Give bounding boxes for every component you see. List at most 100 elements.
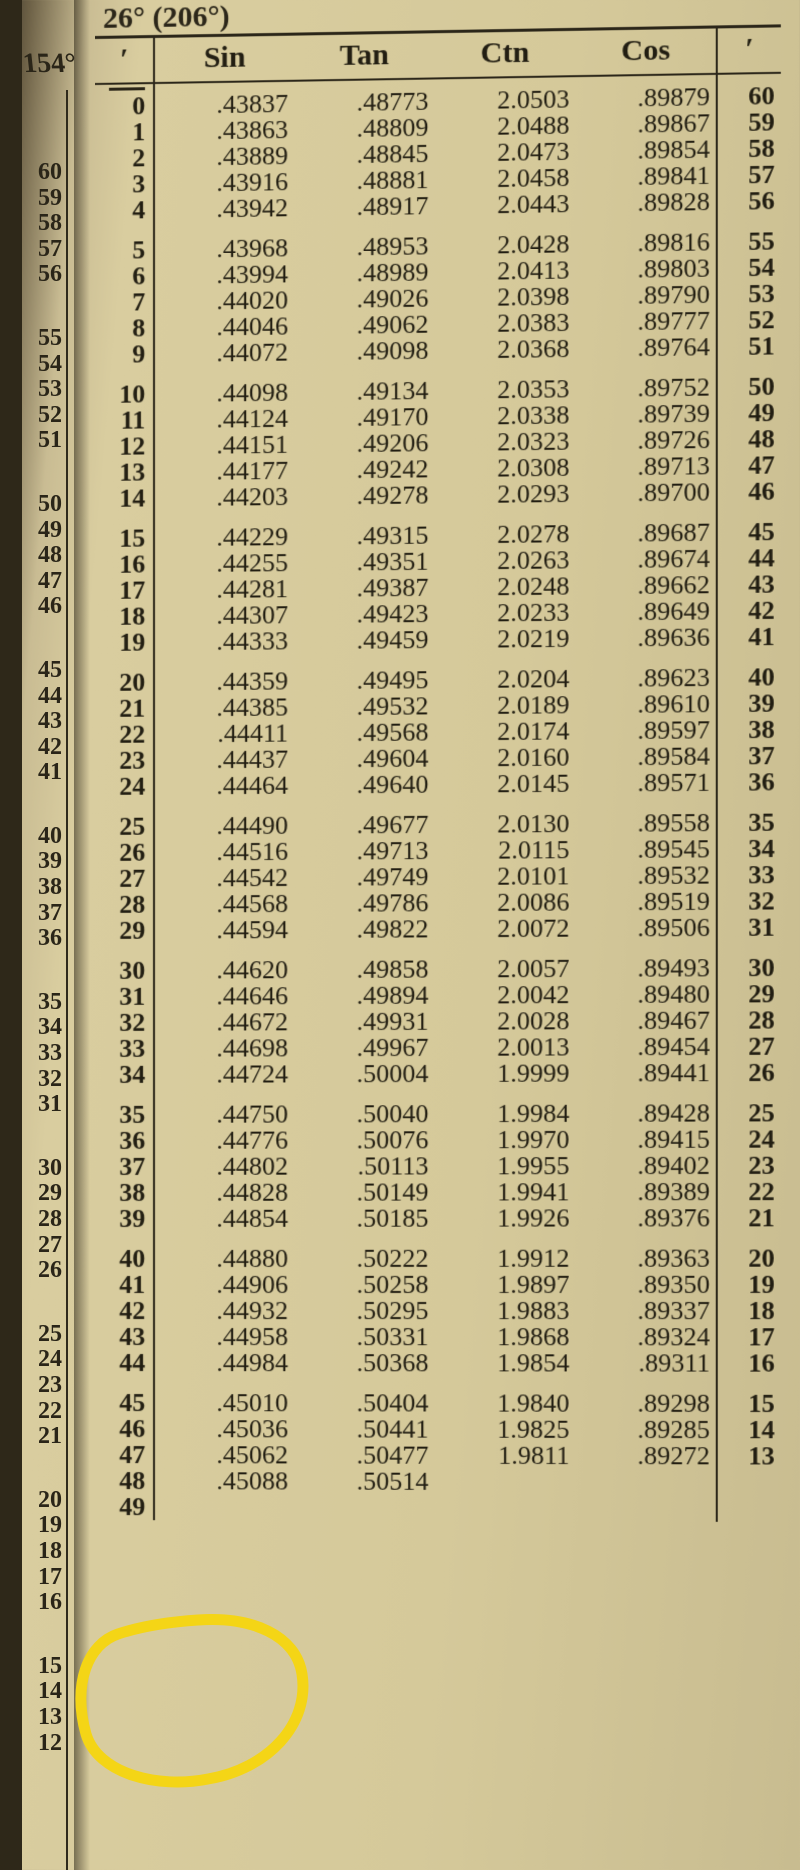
cell-ctn: 2.0086 bbox=[435, 889, 576, 916]
table-row: 42.44932.502951.9883.8933718 bbox=[95, 1298, 781, 1324]
cell-sin: .44672 bbox=[154, 1009, 294, 1036]
cell-sin: .44932 bbox=[154, 1298, 294, 1324]
cell-sin: .44724 bbox=[154, 1061, 294, 1087]
cell-sin: .44516 bbox=[154, 839, 294, 866]
prev-page-minute: 31 bbox=[26, 1092, 62, 1118]
cell-cos: .89764 bbox=[576, 334, 717, 362]
cell-sin: .44620 bbox=[154, 957, 294, 984]
cell-sin: .44854 bbox=[154, 1206, 294, 1232]
cell-tan: .49713 bbox=[294, 838, 434, 865]
prev-page-minute: 58 bbox=[26, 211, 62, 237]
cell-tan: .49423 bbox=[294, 601, 434, 628]
prev-page-minute: 52 bbox=[26, 403, 62, 429]
cell-cos: .89337 bbox=[576, 1298, 717, 1324]
cell-sin: .44359 bbox=[154, 668, 294, 695]
cell-minute-left: 23 bbox=[95, 748, 154, 774]
cell-sin: .44072 bbox=[154, 339, 294, 367]
cell-sin: .44698 bbox=[154, 1035, 294, 1062]
cell-tan: .49894 bbox=[294, 983, 434, 1010]
prev-page-minute: 53 bbox=[26, 377, 62, 403]
cell-cos: .89636 bbox=[576, 624, 717, 651]
cell-cos: .89376 bbox=[576, 1205, 717, 1231]
cell-minute-right: 17 bbox=[717, 1324, 781, 1350]
cell-cos: .89584 bbox=[576, 743, 717, 770]
cell-cos: .89506 bbox=[576, 915, 717, 942]
cell-minute-left: 33 bbox=[95, 1036, 154, 1062]
cell-minute-right: 23 bbox=[717, 1153, 781, 1179]
table-row: 24.44464.496402.0145.8957136 bbox=[95, 769, 781, 800]
cell-minute-right: 25 bbox=[717, 1100, 781, 1126]
cell-minute-right: 31 bbox=[717, 914, 781, 941]
cell-minute-right: 26 bbox=[717, 1060, 781, 1086]
cell-sin: .44385 bbox=[154, 694, 294, 721]
trig-table: ′ Sin Tan Ctn Cos ′ 0.43837.487732.0503.… bbox=[95, 24, 781, 1522]
cell-sin: .44542 bbox=[154, 865, 294, 892]
prev-page-minute bbox=[26, 288, 62, 326]
cell-minute-left: 47 bbox=[95, 1442, 154, 1468]
cell-ctn: 2.0160 bbox=[435, 744, 576, 771]
prev-page-minute: 57 bbox=[26, 237, 62, 263]
cell-minute-left: 29 bbox=[95, 918, 154, 944]
cell-tan bbox=[294, 1495, 434, 1521]
table-row: 39.44854.501851.9926.8937621 bbox=[95, 1205, 781, 1232]
table-row: 37.44802.501131.9955.8940223 bbox=[95, 1153, 781, 1180]
cell-minute-right: 13 bbox=[717, 1443, 781, 1469]
cell-tan: .50441 bbox=[294, 1416, 434, 1442]
cell-minute-right: 28 bbox=[717, 1007, 781, 1033]
prev-page-minute: 20 bbox=[26, 1488, 62, 1514]
cell-minute-right: 52 bbox=[717, 307, 781, 334]
cell-minute-left: 11 bbox=[95, 407, 154, 434]
cell-minute-left: 43 bbox=[95, 1324, 154, 1350]
cell-minute-right: 32 bbox=[717, 888, 781, 915]
page: 154° 60595857565554535251504948474645444… bbox=[0, 0, 800, 1870]
cell-ctn: 2.0145 bbox=[435, 771, 576, 798]
table-row: 49 bbox=[95, 1494, 781, 1522]
cell-minute-left: 42 bbox=[95, 1298, 154, 1324]
cell-sin: .44411 bbox=[154, 720, 294, 747]
cell-cos: .89272 bbox=[576, 1443, 717, 1469]
cell-minute-left: 5 bbox=[95, 237, 154, 264]
cell-minute-right: 39 bbox=[717, 690, 781, 717]
cell-minute-left: 13 bbox=[95, 459, 154, 486]
prev-page-minute: 27 bbox=[26, 1233, 62, 1259]
cell-minute-left: 26 bbox=[95, 840, 154, 866]
prev-page-minute: 28 bbox=[26, 1207, 62, 1233]
cell-minute-left: 6 bbox=[95, 263, 154, 290]
cell-minute-right: 50 bbox=[717, 374, 781, 401]
table-row: 45.45010.504041.9840.8929815 bbox=[95, 1390, 781, 1417]
cell-sin: .44437 bbox=[154, 747, 294, 774]
cell-tan: .49858 bbox=[294, 956, 434, 983]
cell-sin: .44490 bbox=[154, 813, 294, 840]
prev-page-minute bbox=[26, 620, 62, 658]
cell-sin bbox=[154, 1494, 294, 1520]
cell-ctn: 1.9825 bbox=[435, 1417, 576, 1443]
degree-value: 26° bbox=[103, 1, 145, 35]
cell-ctn: 1.9840 bbox=[435, 1390, 576, 1416]
cell-minute-right: 49 bbox=[717, 400, 781, 427]
prev-page-minute: 45 bbox=[26, 658, 62, 684]
yellow-circle-annotation bbox=[78, 1614, 318, 1790]
cell-minute-right: 30 bbox=[717, 955, 781, 982]
cell-cos: .89350 bbox=[576, 1272, 717, 1298]
cell-ctn: 2.0115 bbox=[435, 837, 576, 864]
cell-tan: .48917 bbox=[294, 193, 434, 221]
cell-minute-right: 44 bbox=[717, 545, 781, 572]
cell-minute-left: 20 bbox=[95, 669, 154, 696]
cell-tan: .50368 bbox=[294, 1350, 434, 1376]
cell-cos: .89324 bbox=[576, 1324, 717, 1350]
cell-ctn: 2.0204 bbox=[435, 666, 576, 693]
cell-cos: .89415 bbox=[576, 1127, 717, 1153]
cell-minute-right: 42 bbox=[717, 598, 781, 625]
prev-page-minute: 47 bbox=[26, 569, 62, 595]
cell-minute-left: 32 bbox=[95, 1010, 154, 1036]
cell-ctn: 2.0101 bbox=[435, 863, 576, 890]
cell-minute-left: 1 bbox=[95, 119, 154, 146]
cell-ctn: 2.0130 bbox=[435, 811, 576, 838]
cell-cos: .89532 bbox=[576, 862, 717, 889]
cell-cos: .89828 bbox=[576, 189, 717, 217]
cell-minute-left: 49 bbox=[95, 1494, 154, 1520]
cell-sin: .44750 bbox=[154, 1101, 294, 1127]
cell-tan: .49604 bbox=[294, 745, 434, 772]
cell-minute-right: 15 bbox=[717, 1391, 781, 1417]
prev-page-minute bbox=[26, 1616, 62, 1654]
